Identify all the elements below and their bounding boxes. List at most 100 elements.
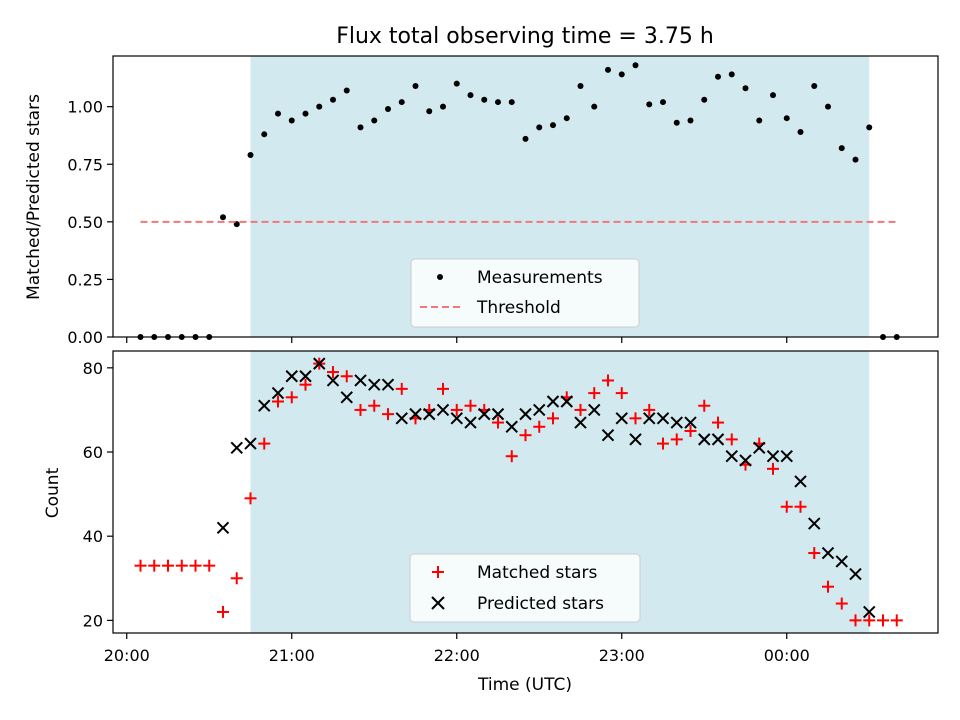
matched-stars-point: [629, 412, 642, 425]
matched-stars-point: [684, 424, 697, 437]
matched-stars-point: [175, 559, 188, 572]
legend-measurements-label: Measurements: [477, 268, 603, 288]
measurement-point: [371, 117, 378, 124]
matched-stars-point: [849, 614, 862, 627]
matched-stars-point: [547, 412, 559, 425]
predicted-stars-point: [368, 378, 381, 391]
y-tick-label: 1.00: [67, 98, 103, 117]
y-tick-label: 0.50: [67, 213, 103, 232]
predicted-stars-point: [354, 374, 367, 387]
bottom-axes-frame: [112, 350, 939, 634]
matched-stars-point: [877, 614, 889, 627]
matched-stars-point: [464, 399, 477, 412]
predicted-stars-point: [478, 407, 491, 421]
bottom-marks: [134, 357, 903, 627]
matched-stars-point: [299, 378, 312, 391]
matched-stars-point: [574, 403, 587, 416]
measurement-point: [261, 131, 268, 138]
predicted-stars-point: [601, 428, 615, 442]
predicted-stars-point: [725, 450, 738, 463]
measurement-point: [330, 96, 336, 103]
y-tick-label: 0.00: [67, 328, 103, 347]
measurement-point: [756, 117, 763, 124]
x-axis-label: Time (UTC): [477, 675, 572, 695]
measurement-point: [811, 82, 818, 89]
y-tick-label: 80: [83, 359, 103, 378]
predicted-stars-point: [780, 450, 793, 463]
predicted-stars-point: [395, 412, 408, 425]
matched-stars-point: [395, 382, 408, 395]
measurement-point: [357, 124, 364, 131]
measurement-point: [770, 92, 776, 99]
matched-stars-point: [244, 492, 257, 505]
predicted-stars-point: [450, 412, 463, 425]
matched-stars-point: [780, 500, 793, 513]
predicted-stars-point: [629, 433, 642, 446]
x-tick-label: 23:00: [599, 646, 645, 665]
predicted-stars-point: [299, 370, 312, 383]
measurement-point: [852, 156, 859, 163]
measurement-point: [646, 101, 653, 108]
predicted-stars-point: [326, 374, 340, 387]
measurement-point: [550, 122, 556, 129]
predicted-stars-point: [643, 412, 656, 425]
top-x-ticks: [126, 337, 788, 343]
measurement-point: [522, 135, 529, 142]
predicted-stars-point: [560, 395, 573, 408]
measurement-point: [728, 71, 735, 78]
measurement-point: [398, 99, 405, 106]
predicted-stars-point: [285, 370, 298, 383]
top-legend: Measurements Threshold: [410, 258, 640, 328]
matched-stars-point: [519, 429, 532, 442]
matched-stars-point: [890, 614, 903, 627]
matched-stars-point: [657, 437, 669, 450]
bottom-x-ticks: 20:00 21:00 22:00 23:00 00:00: [104, 633, 810, 665]
matched-stars-point: [354, 403, 367, 416]
legend-threshold-label: Threshold: [476, 298, 561, 318]
predicted-stars-point: [244, 437, 257, 450]
predicted-stars-point: [863, 605, 876, 619]
measurement-point: [536, 124, 543, 131]
measurement-point: [426, 108, 433, 115]
measurement-point: [742, 85, 749, 92]
measurement-point: [508, 99, 515, 106]
predicted-stars-point: [423, 407, 436, 421]
measurement-point: [385, 105, 391, 112]
matched-stars-point: [698, 399, 711, 412]
matched-stars-point: [258, 437, 271, 450]
measurement-point: [632, 62, 639, 69]
matched-stars-point: [863, 614, 876, 627]
measurement-point: [577, 82, 584, 89]
predicted-stars-point: [656, 412, 670, 425]
measurement-point: [838, 145, 845, 152]
measurement-point: [495, 99, 501, 106]
predicted-stars-point: [684, 416, 697, 429]
measurement-point: [288, 117, 295, 124]
chart-title: Flux total observing time = 3.75 h: [336, 24, 714, 49]
matched-stars-point: [670, 433, 683, 446]
predicted-stars-point: [230, 441, 243, 455]
y-tick-label: 20: [83, 611, 103, 630]
predicted-stars-point: [588, 403, 601, 417]
measurement-point: [302, 110, 309, 117]
measurement-point: [618, 71, 625, 78]
matched-stars-point: [148, 559, 161, 572]
top-legend-box: [410, 258, 640, 328]
predicted-stars-point: [753, 441, 766, 455]
predicted-stars-point: [835, 555, 848, 568]
matched-stars-point: [822, 580, 834, 593]
legend-measurements-marker: [437, 274, 443, 280]
predicted-stars-point: [271, 386, 285, 400]
measurement-point: [783, 115, 790, 122]
matched-stars-point: [712, 416, 724, 429]
top-y-axis-label: Matched/Predicted stars: [24, 94, 44, 300]
bottom-legend-box: [409, 553, 641, 623]
predicted-stars-point: [808, 517, 821, 530]
measurement-point: [316, 103, 323, 110]
predicted-stars-point: [849, 567, 862, 581]
matched-stars-point: [602, 374, 614, 387]
predicted-stars-point: [258, 399, 271, 412]
measurement-point: [220, 214, 226, 221]
matched-stars-point: [203, 559, 216, 572]
